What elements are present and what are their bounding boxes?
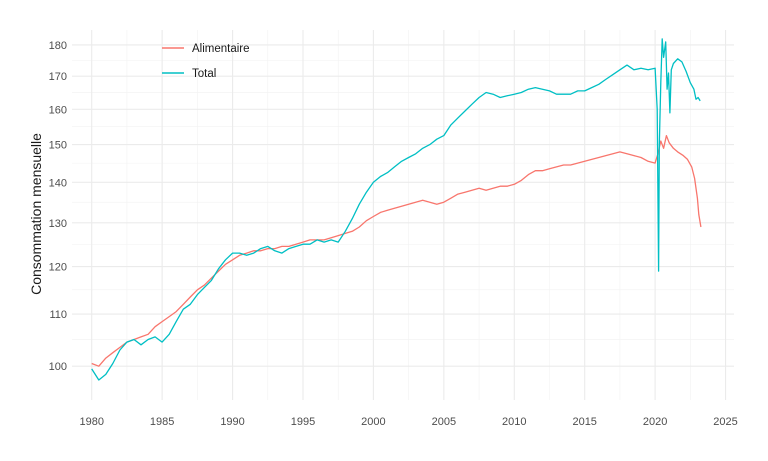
y-tick-label: 160 <box>49 104 67 116</box>
x-tick-label: 2015 <box>572 416 596 428</box>
legend-label-alimentaire: Alimentaire <box>192 43 250 55</box>
x-axis-ticks: 1980 1985 1990 1995 2000 2005 2010 2015 2020 2025 <box>79 416 737 428</box>
y-tick-label: 120 <box>49 262 67 274</box>
x-tick-label: 1990 <box>220 416 244 428</box>
x-tick-label: 2010 <box>502 416 526 428</box>
series-lines <box>91 38 702 381</box>
x-tick-label: 2005 <box>432 416 456 428</box>
y-tick-label: 150 <box>49 140 67 152</box>
x-tick-label: 1980 <box>79 416 103 428</box>
grid-minor <box>72 30 734 400</box>
x-tick-label: 2000 <box>361 416 385 428</box>
y-axis-title: Consommation mensuelle <box>28 133 44 295</box>
y-tick-label: 170 <box>49 71 67 83</box>
y-axis-ticks: 100 110 120 130 140 150 160 170 180 <box>49 40 67 373</box>
x-tick-label: 1985 <box>150 416 174 428</box>
y-tick-label: 110 <box>49 309 67 321</box>
series-line-total <box>91 38 701 381</box>
x-tick-label: 2020 <box>643 416 667 428</box>
x-tick-label: 2025 <box>713 416 737 428</box>
grid-major <box>72 30 734 400</box>
y-tick-label: 130 <box>49 218 67 230</box>
y-tick-label: 140 <box>49 177 67 189</box>
y-tick-label: 100 <box>49 361 67 373</box>
series-line-alimentaire <box>91 134 702 367</box>
x-tick-label: 1995 <box>291 416 315 428</box>
legend-label-total: Total <box>192 68 216 80</box>
legend: Alimentaire Total <box>162 43 250 80</box>
y-tick-label: 180 <box>49 40 67 52</box>
